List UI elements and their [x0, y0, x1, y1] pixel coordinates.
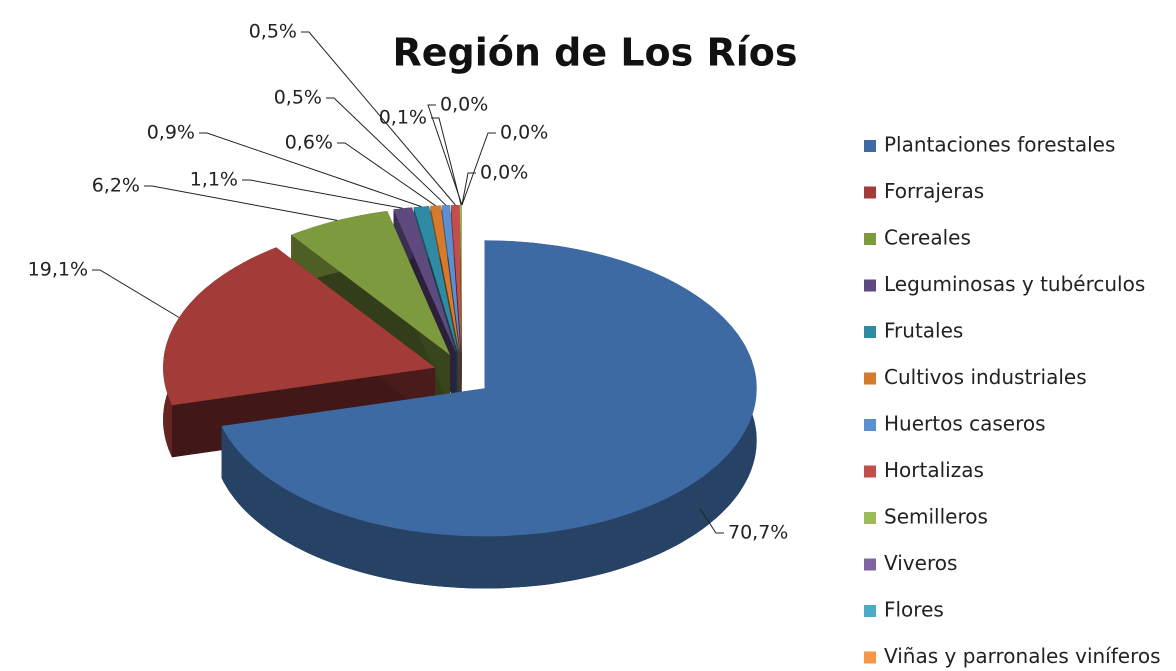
legend-label: Frutales [884, 319, 963, 343]
leader-line [326, 97, 447, 206]
leader-line [431, 117, 462, 206]
data-label: 0,0% [500, 122, 548, 144]
legend-label: Leguminosas y tubérculos [884, 272, 1145, 296]
leader-line [92, 269, 180, 318]
legend-swatch [864, 651, 876, 664]
leader-line [199, 132, 422, 208]
slice [393, 207, 457, 354]
legend-swatch [864, 186, 876, 199]
legend-label: Plantaciones forestales [884, 133, 1115, 157]
data-label: 6,2% [92, 175, 140, 197]
legend-label: Viñas y parronales viníferos [884, 644, 1161, 668]
slice [413, 206, 459, 354]
data-label: 0,1% [379, 107, 427, 129]
slice [451, 205, 462, 353]
legend-swatch [864, 465, 876, 478]
slice [460, 205, 462, 353]
legend-label: Hortalizas [884, 458, 984, 482]
slice [163, 247, 436, 406]
data-label: 0,5% [274, 87, 322, 109]
legend-label: Flores [884, 598, 944, 622]
legend-swatch [864, 140, 876, 152]
data-label: 0,0% [440, 94, 488, 116]
chart-title: Región de Los Ríos [392, 31, 797, 75]
data-label: 0,5% [249, 21, 297, 43]
data-label: 70,7% [728, 522, 788, 544]
slice [221, 240, 757, 537]
legend-swatch [864, 372, 876, 385]
leader-line [699, 508, 724, 534]
leader-line [427, 104, 463, 206]
leader-line [144, 185, 338, 221]
data-label: 19,1% [28, 259, 88, 281]
data-label: 1,1% [190, 169, 238, 191]
legend-swatch [864, 605, 876, 617]
legend-label: Cereales [884, 226, 971, 250]
leader-line [337, 142, 436, 207]
slice [291, 211, 451, 355]
slice [460, 205, 462, 405]
legend-label: Semilleros [884, 505, 988, 529]
data-label: 0,0% [480, 162, 528, 184]
leader-line [301, 31, 456, 206]
legend-swatch [864, 512, 876, 524]
legend-label: Forrajeras [884, 179, 984, 203]
data-label: 0,9% [147, 122, 195, 144]
leader-line [461, 172, 476, 206]
slice [221, 240, 757, 589]
legend-swatch [864, 558, 876, 571]
data-label: 0,6% [285, 132, 333, 154]
legend-label: Cultivos industriales [884, 365, 1087, 389]
legend-swatch [864, 326, 876, 338]
legend-label: Huertos caseros [884, 412, 1046, 436]
slice [430, 205, 460, 354]
leader-line [461, 132, 496, 206]
slice [441, 205, 461, 353]
legend-swatch [864, 233, 876, 245]
legend-swatch [864, 279, 876, 292]
legend-label: Viveros [884, 551, 957, 575]
legend-swatch [864, 419, 876, 431]
leader-line [242, 179, 403, 209]
